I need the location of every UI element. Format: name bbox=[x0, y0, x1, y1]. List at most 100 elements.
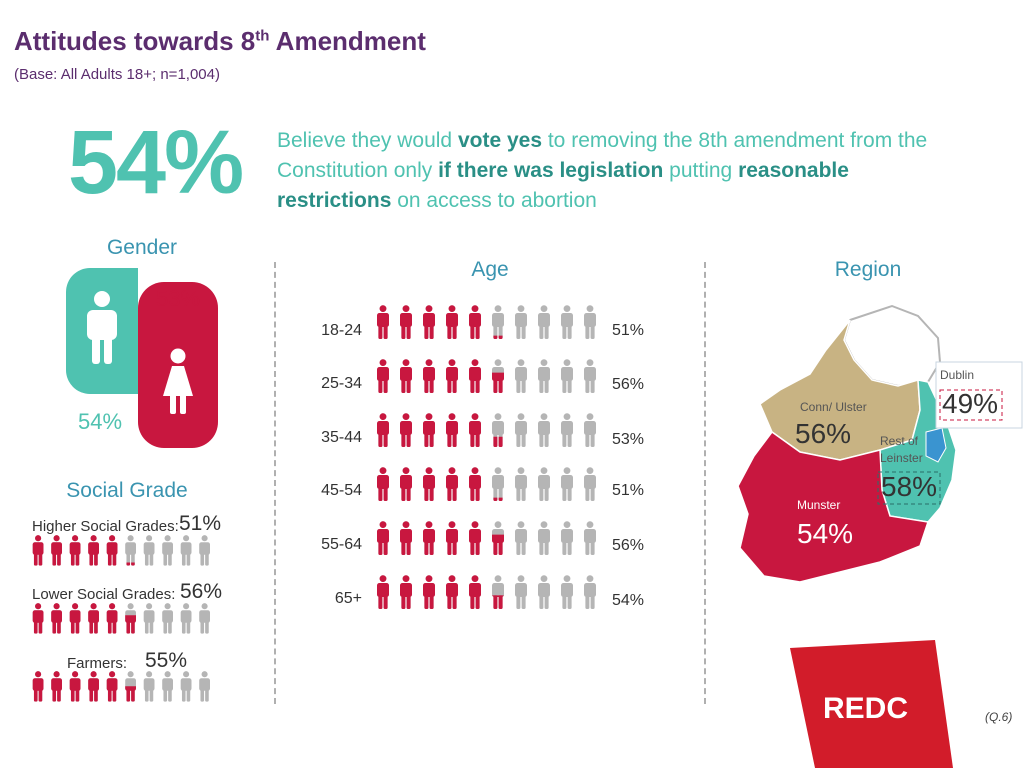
social-grade-person-icon bbox=[143, 603, 155, 634]
age-person-icon bbox=[538, 467, 550, 501]
female-bar bbox=[138, 282, 218, 448]
social-grade-person-icon bbox=[143, 671, 155, 702]
age-person-icon bbox=[492, 413, 504, 447]
divider-left bbox=[274, 262, 276, 704]
age-person-icon bbox=[515, 575, 527, 609]
age-person-icon bbox=[515, 521, 527, 555]
age-person-icon bbox=[446, 305, 458, 339]
age-person-icon bbox=[538, 305, 550, 339]
social-grade-pictogram bbox=[32, 535, 210, 702]
redc-logo-shape: REDC bbox=[790, 640, 953, 768]
age-person-icon bbox=[538, 359, 550, 393]
gender-male-label: 54% bbox=[78, 409, 123, 434]
age-person-icon bbox=[469, 413, 481, 447]
age-person-icon bbox=[584, 413, 596, 447]
social-grade-person-icon bbox=[88, 535, 99, 566]
age-person-icon bbox=[561, 413, 573, 447]
age-person-icon bbox=[492, 521, 504, 555]
social-grade-person-icon bbox=[199, 671, 210, 702]
age-person-icon bbox=[492, 359, 504, 393]
age-heading: Age bbox=[471, 258, 509, 281]
age-person-icon bbox=[538, 413, 550, 447]
age-person-icon bbox=[423, 521, 435, 555]
gender-heading: Gender bbox=[106, 236, 178, 259]
social-grade-person-icon bbox=[69, 535, 81, 566]
region-pct-label: 54% bbox=[797, 518, 854, 549]
age-label: 55-64 bbox=[321, 536, 362, 553]
social-grade-person-icon bbox=[69, 603, 81, 634]
age-person-icon bbox=[584, 359, 596, 393]
divider-right bbox=[704, 262, 706, 704]
age-label: 35-44 bbox=[321, 429, 362, 446]
age-person-icon bbox=[561, 359, 573, 393]
age-person-icon bbox=[400, 305, 412, 339]
social-grade-person-icon bbox=[125, 603, 136, 634]
dublin-callout-box bbox=[935, 361, 1023, 429]
age-pct-label: 56% bbox=[612, 376, 645, 393]
social-grade-person-icon bbox=[180, 535, 192, 566]
age-person-icon bbox=[561, 467, 573, 501]
age-person-icon bbox=[446, 521, 458, 555]
dublin-region bbox=[925, 427, 947, 463]
social-grade-heading: Social Grade bbox=[66, 479, 188, 502]
age-person-icon bbox=[423, 359, 435, 393]
age-person-icon bbox=[584, 521, 596, 555]
age-person-icon bbox=[400, 413, 412, 447]
social-grade-person-icon bbox=[32, 535, 44, 566]
age-person-icon bbox=[584, 467, 596, 501]
age-person-icon bbox=[515, 413, 527, 447]
age-person-icon bbox=[515, 359, 527, 393]
age-person-icon bbox=[469, 305, 481, 339]
brand-logo: REDC bbox=[823, 692, 908, 725]
social-grade-person-icon bbox=[106, 603, 118, 634]
region-label: Dublin bbox=[940, 368, 975, 382]
age-person-icon bbox=[400, 521, 412, 555]
age-person-icon bbox=[377, 413, 389, 447]
social-grade-person-icon bbox=[32, 671, 44, 702]
social-grade-person-icon bbox=[69, 671, 81, 702]
age-person-icon bbox=[538, 575, 550, 609]
age-person-icon bbox=[423, 305, 435, 339]
age-label: 65+ bbox=[334, 590, 362, 607]
age-person-icon bbox=[377, 359, 389, 393]
age-person-icon bbox=[584, 575, 596, 609]
age-person-icon bbox=[469, 575, 481, 609]
age-person-icon bbox=[400, 467, 412, 501]
social-grade-person-icon bbox=[88, 671, 99, 702]
age-person-icon bbox=[515, 305, 527, 339]
age-pictogram bbox=[377, 305, 596, 609]
headline-statement: Believe they would vote yes to removing … bbox=[277, 129, 928, 212]
social-grade-person-icon bbox=[125, 535, 136, 566]
sg-label-higher: Higher Social Grades: bbox=[32, 518, 179, 535]
age-person-icon bbox=[469, 467, 481, 501]
age-label: 18-24 bbox=[321, 322, 362, 339]
age-person-icon bbox=[377, 521, 389, 555]
gender-female-label: 53% bbox=[156, 286, 201, 311]
base-note: (Base: All Adults 18+; n=1,004) bbox=[14, 66, 220, 83]
region-label: Conn/ Ulster bbox=[800, 400, 867, 414]
age-person-icon bbox=[561, 575, 573, 609]
region-heading: Region bbox=[834, 258, 902, 281]
ireland-map bbox=[737, 304, 1023, 583]
social-grade-person-icon bbox=[162, 671, 173, 702]
social-grade-person-icon bbox=[162, 535, 173, 566]
social-grade-person-icon bbox=[32, 603, 44, 634]
age-person-icon bbox=[423, 413, 435, 447]
age-person-icon bbox=[446, 467, 458, 501]
age-person-icon bbox=[492, 467, 504, 501]
female-icon bbox=[163, 348, 193, 414]
age-person-icon bbox=[423, 467, 435, 501]
social-grade-person-icon bbox=[162, 603, 173, 634]
social-grade-person-icon bbox=[51, 535, 62, 566]
age-person-icon bbox=[377, 575, 389, 609]
sg-label-farmers: Farmers: bbox=[67, 655, 127, 672]
age-person-icon bbox=[377, 467, 389, 501]
dublin-highlight-box bbox=[939, 389, 1003, 421]
age-person-icon bbox=[469, 521, 481, 555]
age-person-icon bbox=[561, 521, 573, 555]
sg-label-lower: Lower Social Grades: bbox=[32, 586, 176, 603]
age-person-icon bbox=[423, 575, 435, 609]
age-person-icon bbox=[492, 575, 504, 609]
age-pct-label: 56% bbox=[612, 537, 645, 554]
age-person-icon bbox=[446, 359, 458, 393]
